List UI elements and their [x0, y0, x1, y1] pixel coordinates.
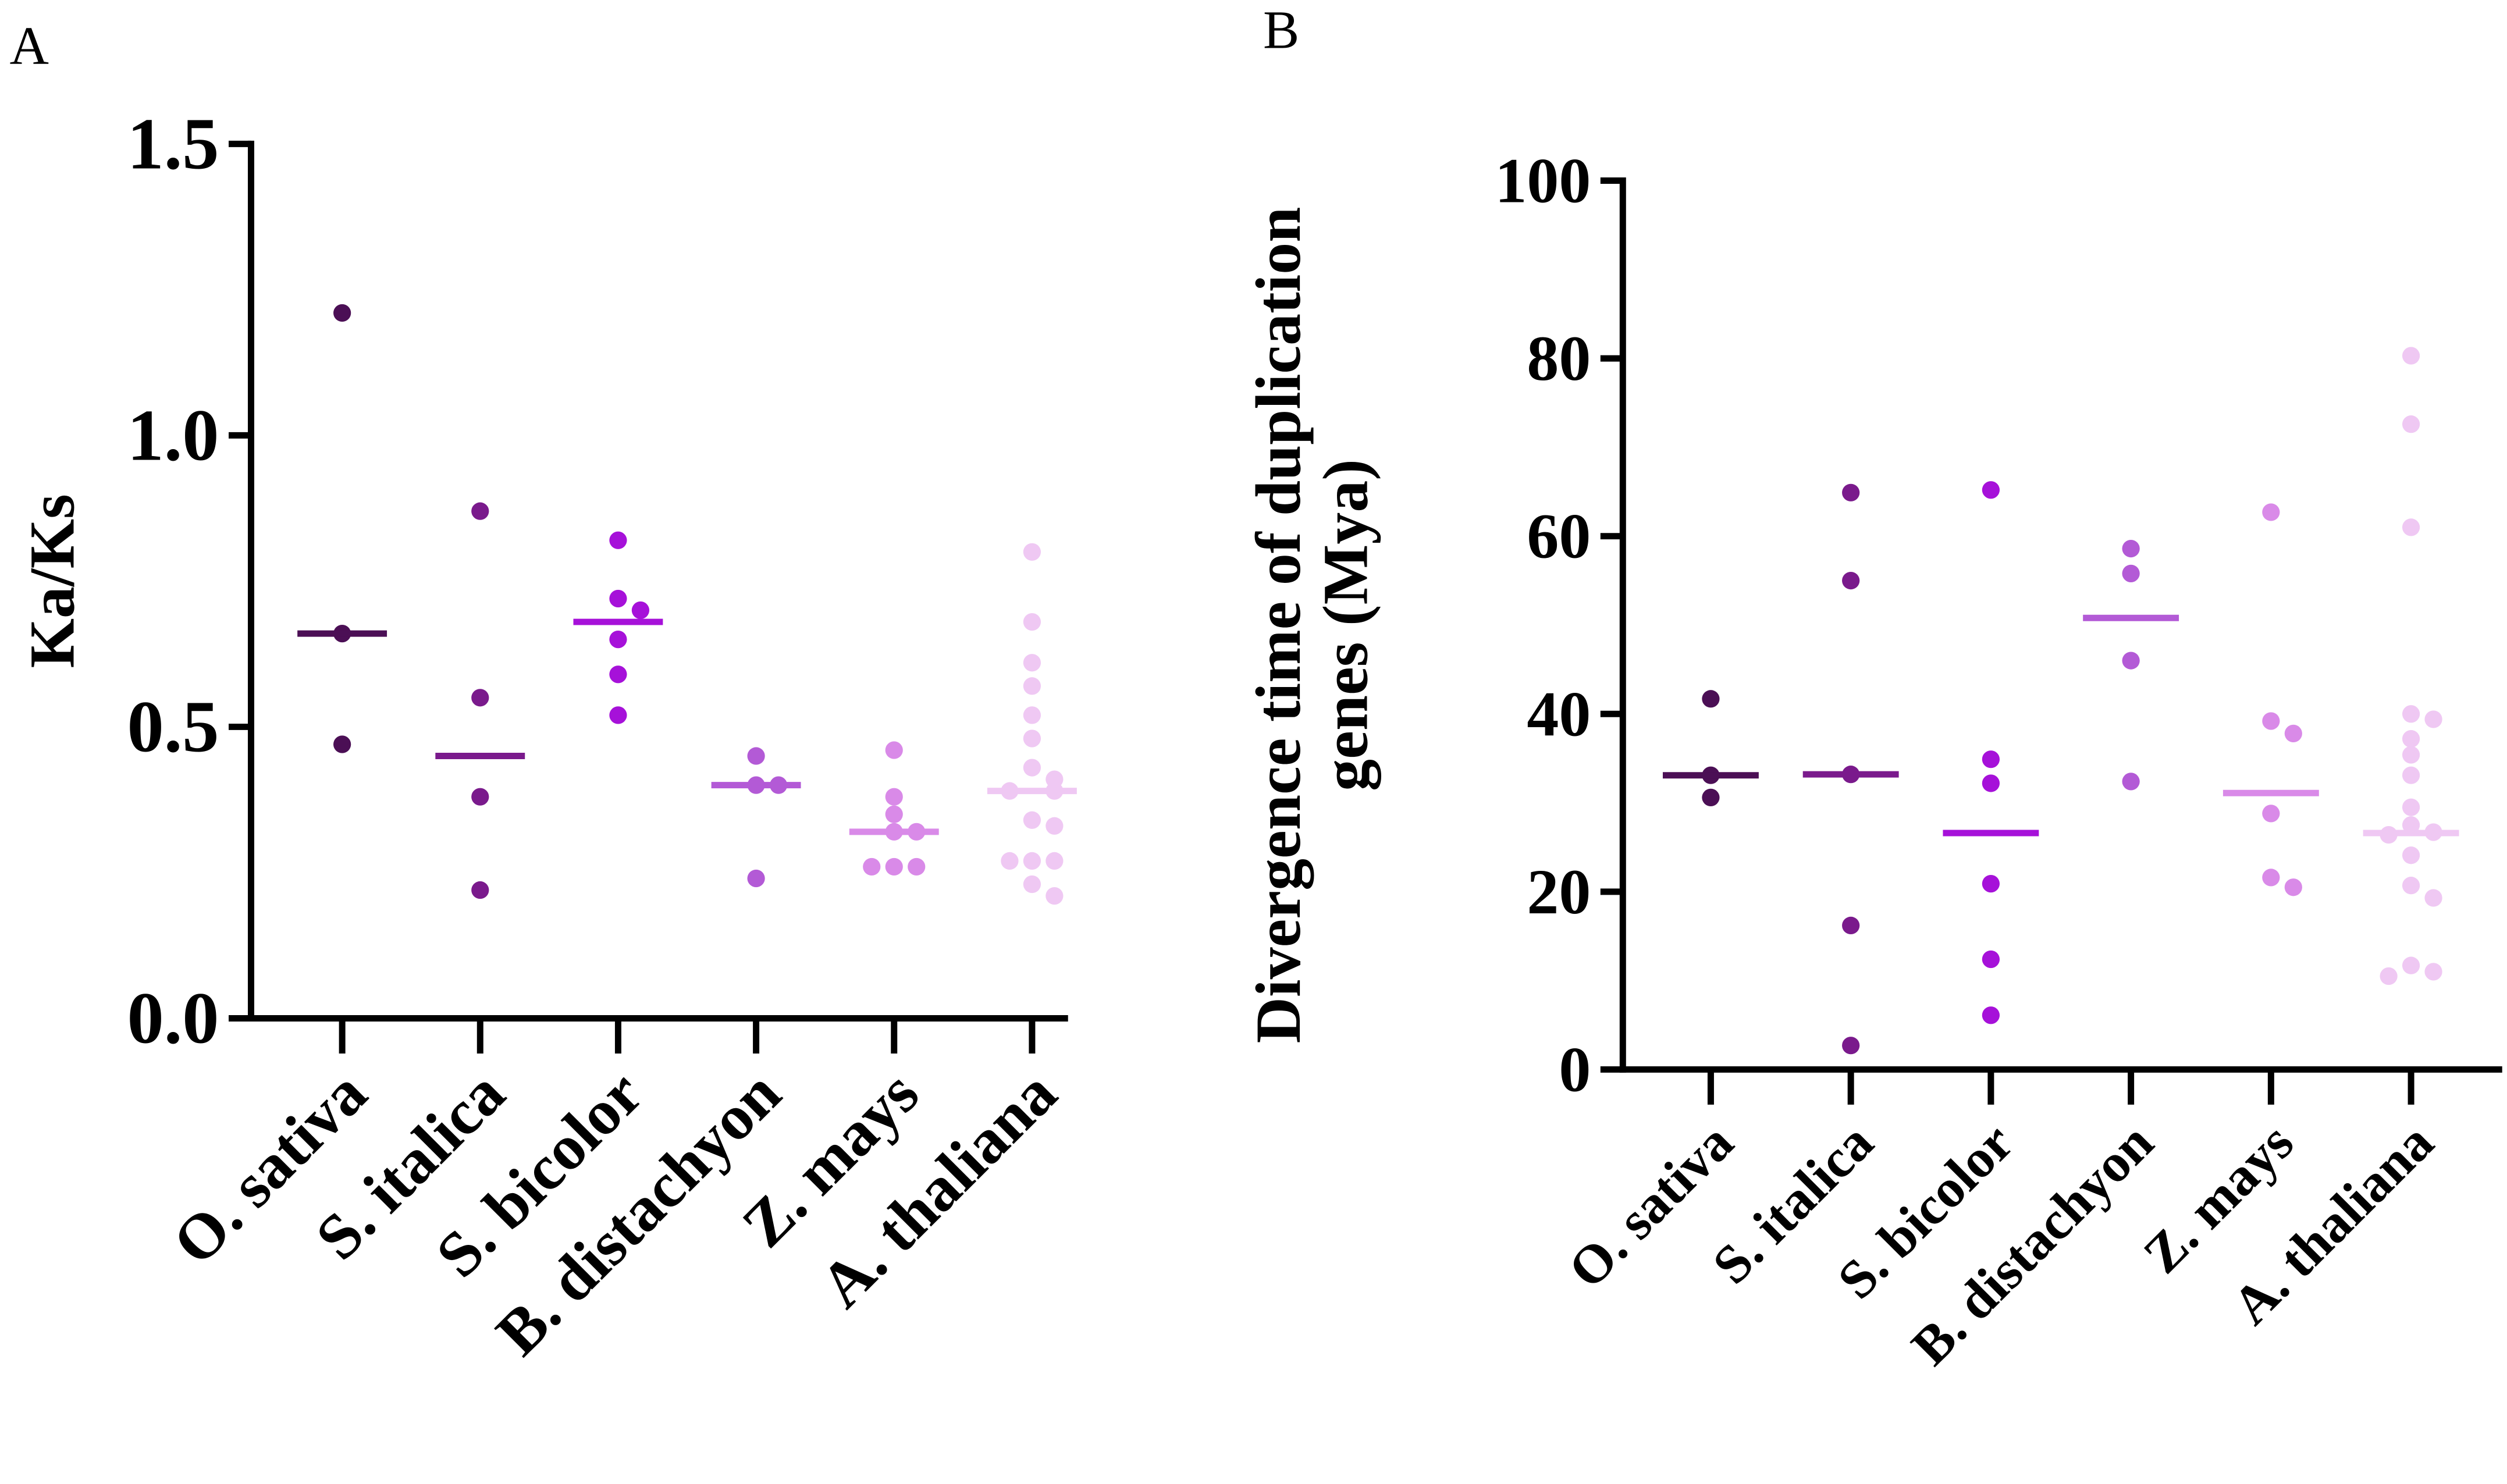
data-point	[2424, 889, 2442, 907]
data-point	[2402, 518, 2420, 536]
data-point	[2402, 956, 2420, 974]
y-tick-label: 1.0	[127, 394, 219, 476]
data-point	[2402, 729, 2420, 748]
y-tick-label: 0	[1559, 1034, 1591, 1105]
x-tick-label: B. distachyon	[1900, 1112, 2165, 1377]
data-point	[908, 857, 926, 876]
data-point	[1982, 750, 2000, 768]
data-point	[885, 741, 903, 759]
data-point	[1842, 916, 1860, 935]
data-point	[1982, 950, 2000, 969]
y-tick-label: 80	[1527, 323, 1591, 394]
data-point	[1842, 483, 1860, 501]
y-tick-label: 20	[1527, 856, 1591, 927]
data-point	[609, 631, 627, 649]
data-point	[1046, 887, 1064, 905]
data-point	[2402, 415, 2420, 433]
data-point	[471, 689, 489, 707]
data-point	[1023, 729, 1041, 748]
data-point	[333, 735, 351, 753]
data-point	[2262, 805, 2280, 823]
y-tick-label: 100	[1495, 145, 1591, 216]
data-point	[1982, 874, 2000, 893]
panel-label: B	[1263, 0, 1299, 60]
panel-label: A	[10, 16, 49, 76]
data-point	[1023, 543, 1041, 561]
data-point	[2284, 878, 2302, 896]
data-point	[2402, 705, 2420, 723]
data-point	[2424, 963, 2442, 981]
data-point	[2122, 564, 2140, 582]
data-point	[1023, 613, 1041, 631]
data-point	[1023, 706, 1041, 724]
y-axis-label: genes (Mya)	[1310, 459, 1381, 791]
data-point	[1046, 817, 1064, 835]
data-point	[609, 706, 627, 724]
y-axis-label: Divergence time of duplication	[1243, 207, 1314, 1044]
y-tick-label: 60	[1527, 501, 1591, 572]
data-point	[2262, 503, 2280, 521]
data-point	[1023, 677, 1041, 695]
data-point	[885, 788, 903, 806]
data-point	[1046, 852, 1064, 870]
data-point	[2262, 712, 2280, 730]
data-point	[747, 869, 765, 888]
data-point	[609, 589, 627, 608]
data-point	[2122, 652, 2140, 670]
data-point	[2402, 798, 2420, 816]
data-point	[885, 857, 903, 876]
data-point	[1023, 811, 1041, 829]
data-point	[2402, 746, 2420, 764]
y-axis-label: Ka/Ks	[16, 494, 87, 668]
data-point	[863, 857, 881, 876]
data-point	[471, 881, 489, 899]
data-point	[1023, 875, 1041, 894]
data-point	[2380, 967, 2398, 985]
y-tick-label: 0.0	[127, 977, 219, 1059]
data-point	[885, 805, 903, 823]
data-point	[333, 304, 351, 322]
data-point	[1982, 481, 2000, 499]
data-point	[1982, 774, 2000, 792]
data-point	[2402, 846, 2420, 864]
data-point	[1982, 1006, 2000, 1024]
x-tick-label: O. sativa	[1557, 1112, 1744, 1300]
data-point	[1001, 852, 1019, 870]
data-point	[471, 788, 489, 806]
data-point	[2424, 710, 2442, 728]
data-point	[2122, 773, 2140, 791]
data-point	[747, 747, 765, 765]
data-point	[1023, 852, 1041, 870]
data-point	[2402, 816, 2420, 834]
data-point	[2262, 869, 2280, 887]
data-point	[609, 531, 627, 549]
data-point	[2284, 724, 2302, 743]
data-point	[1842, 1037, 1860, 1055]
data-point	[1023, 759, 1041, 777]
data-point	[1842, 571, 1860, 590]
data-point	[1702, 788, 1720, 807]
y-tick-label: 0.5	[127, 686, 219, 767]
data-point	[2402, 877, 2420, 895]
data-point	[1702, 690, 1720, 708]
data-point	[1023, 654, 1041, 672]
y-tick-label: 40	[1527, 678, 1591, 749]
data-point	[2402, 766, 2420, 784]
data-point	[609, 666, 627, 684]
y-tick-label: 1.5	[127, 103, 219, 184]
data-point	[2122, 539, 2140, 558]
data-point	[471, 502, 489, 520]
data-point	[2402, 347, 2420, 365]
data-point	[631, 601, 650, 620]
